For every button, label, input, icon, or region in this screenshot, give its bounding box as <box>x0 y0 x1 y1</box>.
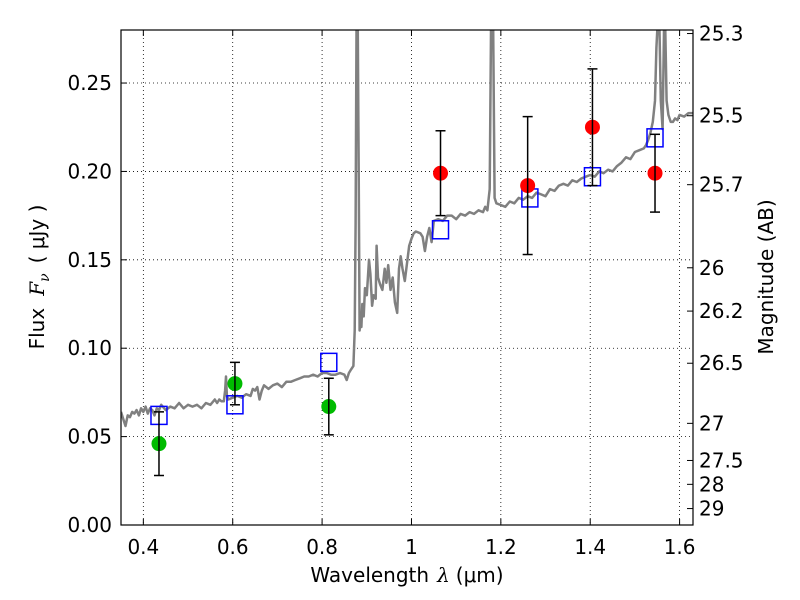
x-axis-title-prefix: Wavelength <box>310 563 429 587</box>
model-square-marker <box>320 352 338 373</box>
y2-axis-title: Magnitude (AB) <box>754 199 778 354</box>
x-tick-label: 0.6 <box>217 535 249 559</box>
y-tick-label: 0.10 <box>67 336 112 360</box>
data-series <box>121 30 693 452</box>
y2-tick-label: 29 <box>699 497 724 521</box>
x-tick-label: 0.8 <box>306 535 338 559</box>
y2-tick-label: 27 <box>699 411 724 435</box>
x-tick-label: 0.4 <box>127 535 159 559</box>
y-tick-label: 0.20 <box>67 159 112 183</box>
y2-tick-label: 26 <box>699 256 724 280</box>
y2-tick-label: 25.3 <box>699 22 744 46</box>
x-tick-label: 1.2 <box>485 535 517 559</box>
y2-tick-label: 26.5 <box>699 351 744 375</box>
y2-tick-label: 28 <box>699 472 724 496</box>
y-axis-title: Flux Fν ( μJy ) <box>25 205 53 350</box>
x-axis-symbol: λ <box>436 563 450 587</box>
y-axis-unit: ( μJy ) <box>25 205 49 264</box>
plot-frame <box>120 29 694 526</box>
y2-tick-label: 27.5 <box>699 448 744 472</box>
y-tick-label: 0.05 <box>67 425 112 449</box>
y-tick-label: 0.00 <box>67 513 112 537</box>
plot-background <box>121 30 693 525</box>
y-axis-symbol: F <box>25 281 49 297</box>
x-axis-title: Wavelength λ (μm) <box>310 563 503 587</box>
error-bars <box>153 68 661 477</box>
x-tick-label: 1.4 <box>574 535 606 559</box>
y2-tick-label: 25.5 <box>699 104 744 128</box>
x-tick-label: 1.6 <box>664 535 696 559</box>
axis-ticks: 0.4 0.6 0.8 1 1.2 1.4 1.6 0.00 0.05 0.10 0.15 0.20 0… <box>67 22 743 559</box>
x-axis-unit: (μm) <box>456 563 504 587</box>
y-tick-label: 0.15 <box>67 248 112 272</box>
y-tick-label: 0.25 <box>67 71 112 95</box>
spectrum-line <box>121 30 693 428</box>
y2-tick-label: 26.2 <box>699 299 744 323</box>
model-square-marker <box>431 220 450 240</box>
y2-tick-label: 25.7 <box>699 173 744 197</box>
x-tick-label: 1 <box>405 535 418 559</box>
y-axis-subscript: ν <box>37 273 53 282</box>
y-axis-title-prefix: Flux <box>25 308 49 350</box>
